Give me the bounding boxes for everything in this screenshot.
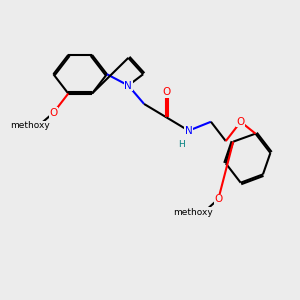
Text: O: O bbox=[214, 194, 223, 204]
Text: O: O bbox=[162, 87, 170, 97]
Text: N: N bbox=[124, 80, 132, 91]
Text: O: O bbox=[49, 108, 58, 118]
Text: N: N bbox=[185, 126, 193, 136]
Text: methoxy: methoxy bbox=[10, 121, 50, 130]
Text: O: O bbox=[236, 117, 245, 127]
Text: H: H bbox=[178, 140, 184, 149]
Text: methoxy: methoxy bbox=[173, 208, 213, 217]
